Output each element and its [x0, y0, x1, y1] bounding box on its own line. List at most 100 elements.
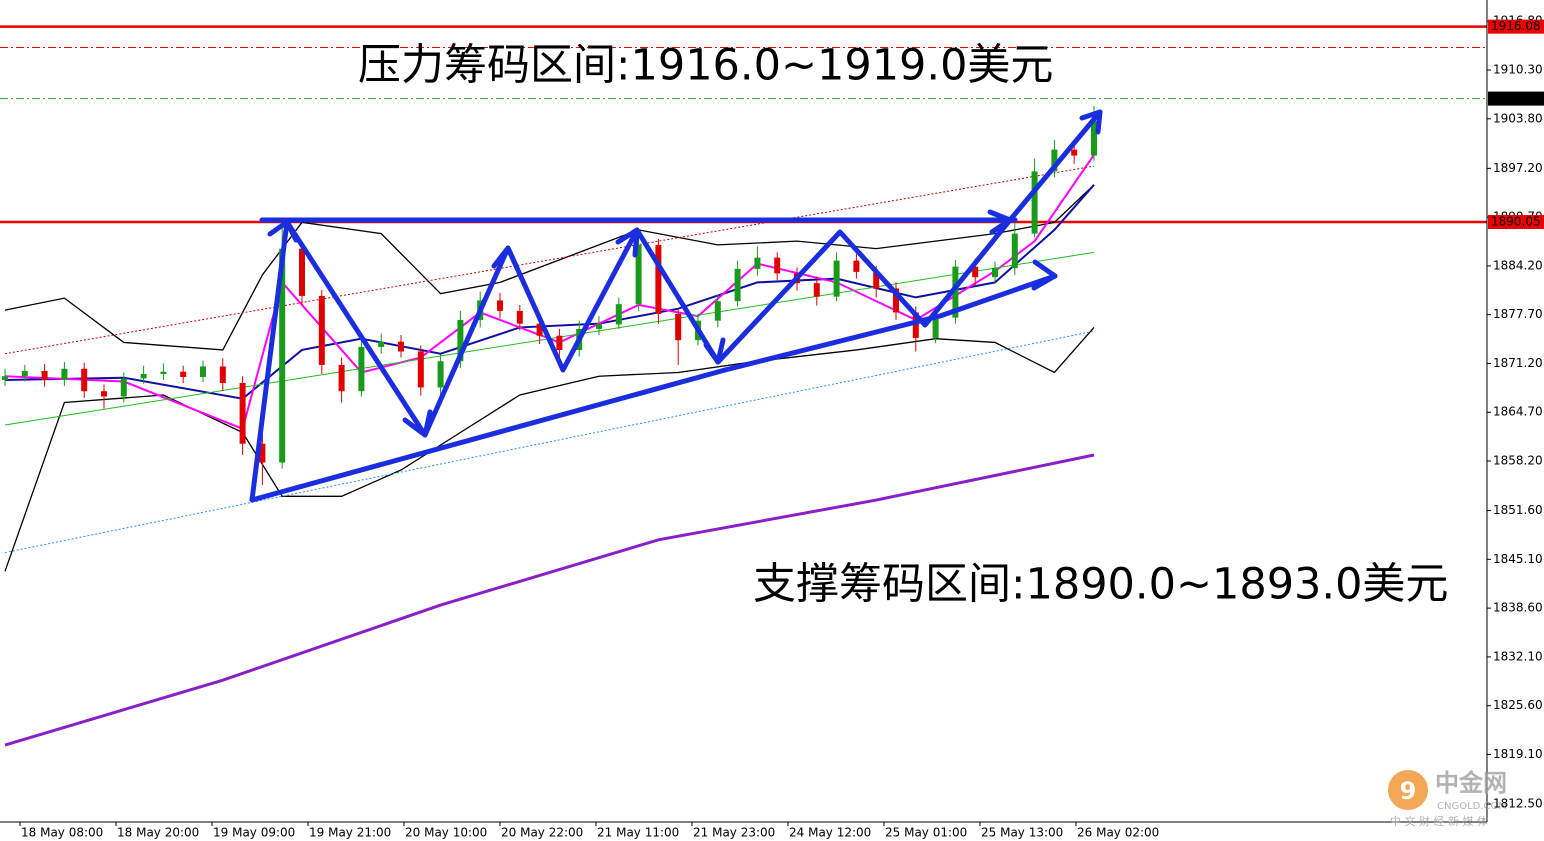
candle-body: [1011, 233, 1018, 269]
annotation: 压力筹码区间:1916.0~1919.0美元: [358, 41, 1053, 91]
x-tick-label: 24 May 12:00: [789, 826, 871, 840]
candle-body: [873, 271, 880, 289]
indicator-line: [4, 453, 1095, 747]
candle-body: [279, 248, 286, 463]
logo: [1388, 770, 1428, 810]
y-tick-label: 1864.70: [1493, 405, 1543, 419]
x-tick-label: 21 May 11:00: [597, 826, 679, 840]
arrow-head: [402, 409, 433, 438]
candle-body: [318, 295, 325, 365]
candle-body: [101, 391, 107, 397]
candle-body: [912, 312, 919, 338]
y-tick-label: 1845.10: [1493, 552, 1543, 566]
candle-body: [338, 364, 345, 392]
y-tick-label: 1825.60: [1493, 698, 1543, 712]
arrow-head: [1031, 259, 1058, 291]
candle-body: [893, 288, 899, 313]
candle-body: [813, 283, 820, 297]
x-tick-label: 20 May 10:00: [405, 826, 487, 840]
candle-body: [596, 324, 602, 329]
candle-body: [734, 268, 741, 302]
candle-body: [1091, 121, 1097, 156]
candle-body: [1071, 149, 1078, 156]
arrow-head: [703, 337, 726, 365]
y-tick-label: 1903.80: [1493, 111, 1543, 125]
price-label-box: [1488, 91, 1544, 106]
candle-body: [536, 323, 543, 336]
arrow-head: [267, 219, 299, 243]
y-tick-label: 1851.60: [1493, 503, 1543, 517]
candle-body: [754, 257, 761, 269]
candle-body: [239, 382, 246, 444]
candle-body: [41, 370, 48, 380]
candle-body: [833, 260, 840, 297]
candle-body: [932, 317, 939, 338]
candle-body: [497, 300, 503, 311]
brand-domain: CNGOLD.COM: [1437, 801, 1507, 812]
support-line: [249, 273, 1058, 503]
candle-body: [140, 373, 147, 379]
candle-body: [21, 370, 28, 377]
indicator-line: [4, 327, 1095, 572]
price-label-box: [1488, 19, 1544, 34]
price-label: 1890.05: [1491, 214, 1541, 228]
candle-body: [635, 244, 642, 305]
price-label-box: [1488, 214, 1544, 229]
y-tick-label: 1910.30: [1493, 63, 1543, 77]
candle-body: [615, 304, 622, 325]
x-tick-label: 19 May 09:00: [213, 826, 295, 840]
y-tick-label: 1871.20: [1493, 356, 1543, 370]
candle-body: [417, 351, 424, 388]
brand: 中金网: [1435, 769, 1507, 797]
x-tick-label: 25 May 01:00: [885, 826, 967, 840]
candle-body: [655, 244, 662, 314]
y-tick-label: 1812.50: [1493, 796, 1543, 810]
y-tick-label: 1832.10: [1493, 649, 1543, 663]
candle-body: [160, 371, 167, 374]
candle-body: [516, 310, 523, 324]
candle-body: [2, 376, 8, 380]
candle-body: [1051, 149, 1058, 172]
y-tick-label: 1884.20: [1493, 258, 1543, 272]
candle-body: [378, 341, 385, 347]
candle-body: [259, 443, 266, 463]
indicator-line: [4, 165, 1095, 355]
candle-body: [992, 268, 998, 278]
y-tick-label: 1877.70: [1493, 307, 1543, 321]
annotation: 支撑筹码区间:1890.0~1893.0美元: [753, 560, 1448, 610]
arrow-head: [491, 245, 520, 271]
x-tick-label: 21 May 23:00: [693, 826, 775, 840]
candle-body: [972, 266, 979, 278]
watermark: 9 中金网 CNGOLD.COM 中 文 财 经 新 媒 体: [1388, 769, 1507, 828]
arrow-head: [1079, 109, 1103, 135]
candle-body: [556, 335, 563, 350]
candle-body: [219, 366, 226, 383]
candle-body: [200, 366, 206, 377]
candle-body: [675, 313, 682, 341]
candle-body: [714, 301, 721, 321]
x-tick-label: 20 May 22:00: [501, 826, 583, 840]
x-tick-label: 18 May 08:00: [21, 826, 103, 840]
price-label: 1916.08: [1491, 19, 1541, 33]
x-tick-label: 26 May 02:00: [1077, 826, 1159, 840]
logo-mark: 9: [1400, 777, 1417, 805]
candle-body: [398, 341, 404, 352]
candle-body: [952, 266, 959, 318]
candle-body: [457, 319, 464, 362]
arrow-head: [615, 227, 640, 258]
candle-body: [81, 368, 88, 392]
candle-body: [299, 248, 305, 296]
candle-body: [437, 361, 444, 388]
candle-body: [180, 371, 187, 377]
price-label: 1906.49: [1491, 91, 1541, 105]
x-tick-label: 19 May 21:00: [309, 826, 391, 840]
y-tick-label: 1819.10: [1493, 747, 1543, 761]
candle-body: [774, 257, 781, 274]
candle-body: [853, 260, 860, 272]
slogan: 中 文 财 经 新 媒 体: [1390, 814, 1488, 828]
x-tick-label: 25 May 13:00: [981, 826, 1063, 840]
indicator-line: [4, 184, 1095, 351]
trend-arrows: [249, 109, 1103, 503]
